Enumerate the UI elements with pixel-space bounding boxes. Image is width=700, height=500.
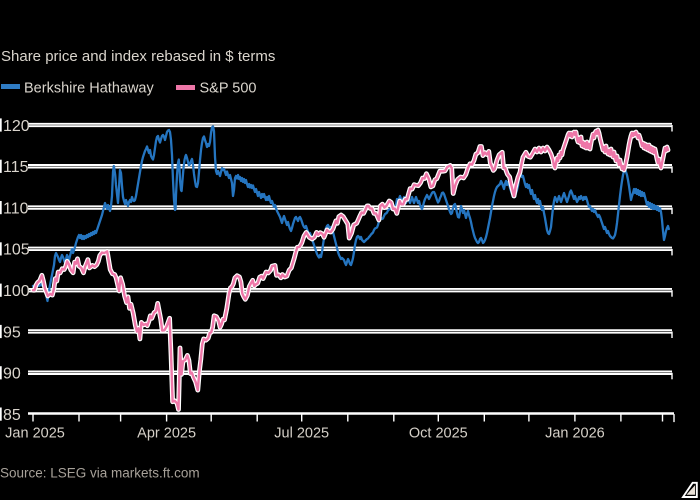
svg-text:Source: LSEG via markets.ft.co: Source: LSEG via markets.ft.com [0, 466, 200, 481]
svg-text:100: 100 [3, 283, 30, 300]
svg-text:Apr 2025: Apr 2025 [137, 426, 196, 442]
svg-text:115: 115 [3, 159, 29, 176]
svg-text:120: 120 [3, 118, 30, 135]
svg-text:105: 105 [3, 242, 30, 259]
svg-text:Jan 2026: Jan 2026 [545, 426, 605, 442]
svg-text:Jan 2025: Jan 2025 [5, 426, 65, 442]
svg-text:85: 85 [3, 407, 21, 424]
svg-text:S&P 500: S&P 500 [200, 81, 257, 97]
svg-text:110: 110 [3, 200, 29, 217]
svg-text:Jul 2025: Jul 2025 [274, 426, 329, 442]
svg-text:Share price and index rebased: Share price and index rebased in $ terms [1, 48, 275, 65]
svg-text:Oct 2025: Oct 2025 [409, 426, 468, 442]
svg-text:Berkshire Hathaway: Berkshire Hathaway [24, 81, 154, 97]
svg-text:90: 90 [3, 366, 21, 383]
svg-text:95: 95 [3, 324, 21, 341]
